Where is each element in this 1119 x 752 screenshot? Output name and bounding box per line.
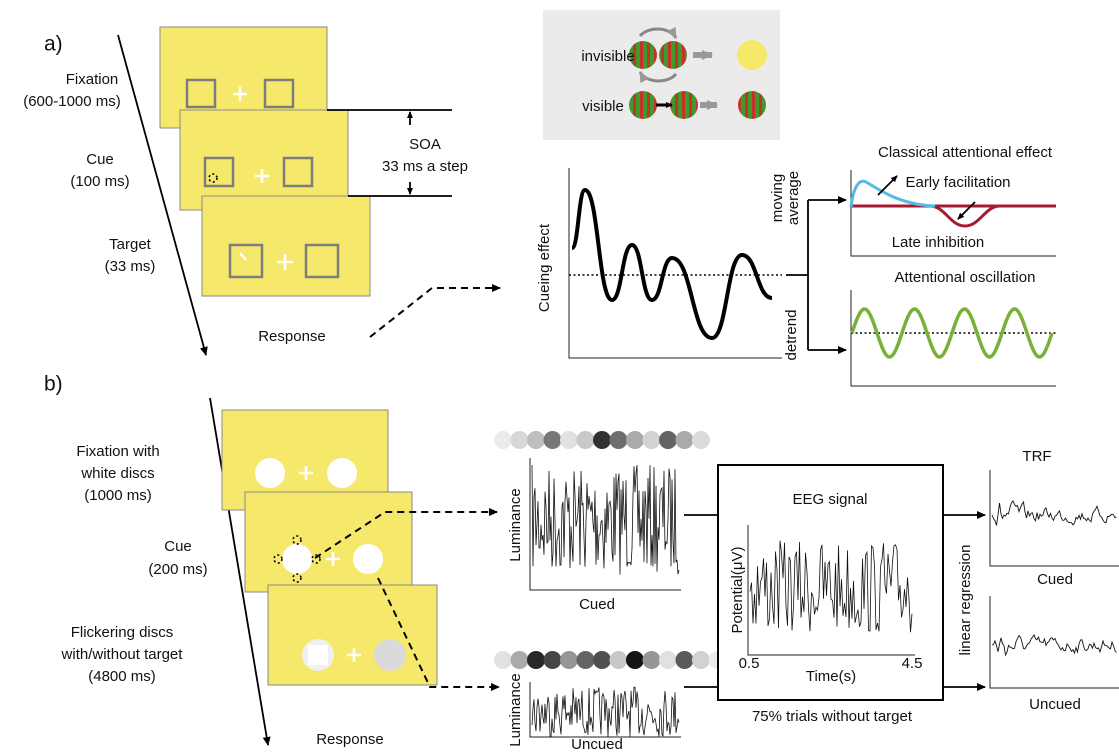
axis-label: Potential(μV) (729, 546, 746, 633)
plot-label: Uncued (1029, 696, 1081, 713)
screen-target (202, 196, 370, 296)
plot-label: Cued (579, 596, 615, 613)
axis-label: Luminance (507, 673, 524, 746)
stage-time: (4800 ms) (88, 668, 156, 685)
axis-label: linear regression (957, 545, 974, 656)
legend-label: visible (582, 98, 624, 115)
screen-cue (180, 110, 348, 210)
stage-label: white discs (80, 465, 154, 482)
branch-label: moving (769, 174, 786, 222)
disc (560, 651, 578, 669)
page: {"panel_a": {"label": "a)", "fixation": … (0, 0, 1119, 752)
disc (659, 431, 677, 449)
dashed-arrow (370, 288, 500, 337)
response-label: Response (258, 328, 326, 345)
disc (643, 431, 661, 449)
branch-label: detrend (783, 310, 800, 361)
visibility-legend (543, 10, 780, 140)
plot-label: Cued (1037, 571, 1073, 588)
disc (676, 431, 694, 449)
disc (593, 651, 611, 669)
stage-time: (1000 ms) (84, 487, 152, 504)
disc (544, 651, 562, 669)
plot-title: Classical attentional effect (878, 144, 1053, 161)
cueing-plot (569, 168, 782, 358)
figure: a) Fixation (600-1000 ms) Cue (100 ms) T… (0, 0, 1119, 752)
disc (527, 651, 545, 669)
tick-label: 4.5 (902, 655, 923, 672)
annotation: Early facilitation (905, 174, 1010, 191)
stage-time: (200 ms) (148, 561, 207, 578)
disc-sequence (494, 651, 727, 669)
disc (610, 431, 628, 449)
stage-time: (100 ms) (70, 173, 129, 190)
stage-label: Flickering discs (71, 624, 174, 641)
axis-label: Cueing effect (536, 223, 553, 312)
soa-label: SOA (409, 136, 441, 153)
tick-label: 0.5 (739, 655, 760, 672)
disc (560, 431, 578, 449)
box-title: EEG signal (792, 491, 867, 508)
annotation: Late inhibition (892, 234, 985, 251)
response-label: Response (316, 731, 384, 748)
disc (692, 431, 710, 449)
disc (494, 651, 512, 669)
panel-label: b) (44, 373, 63, 396)
disc (511, 431, 529, 449)
screen-flicker (268, 585, 437, 685)
disc (577, 651, 595, 669)
screen-cue (245, 492, 412, 592)
plot-label: Uncued (571, 736, 623, 752)
disc (626, 651, 644, 669)
disc-sequence (494, 431, 710, 449)
stage-label: Fixation with (76, 443, 159, 460)
disc (692, 651, 710, 669)
disc (544, 431, 562, 449)
disc (676, 651, 694, 669)
plot-title: Attentional oscillation (895, 269, 1036, 286)
disc (511, 651, 529, 669)
disc (593, 431, 611, 449)
stage-time: (600-1000 ms) (23, 93, 121, 110)
stage-label: Target (109, 236, 152, 253)
stage-time: (33 ms) (105, 258, 156, 275)
disc (659, 651, 677, 669)
branch-label: average (785, 171, 802, 225)
panel-label: a) (44, 33, 63, 56)
note: 75% trials without target (752, 708, 913, 725)
disc (626, 431, 644, 449)
plot-title: TRF (1022, 448, 1051, 465)
oscillation-plot (851, 290, 1056, 386)
axis-label: Luminance (507, 488, 524, 561)
stage-label: Cue (86, 151, 114, 168)
disc (577, 431, 595, 449)
disc (527, 431, 545, 449)
disc (494, 431, 512, 449)
stage-label: Fixation (66, 71, 119, 88)
disc (610, 651, 628, 669)
soa-step: 33 ms a step (382, 158, 468, 175)
stage-label: with/without target (61, 646, 184, 663)
axis-label: Time(s) (806, 668, 856, 685)
disc (643, 651, 661, 669)
stage-label: Cue (164, 538, 192, 555)
legend-label: invisible (581, 48, 634, 65)
